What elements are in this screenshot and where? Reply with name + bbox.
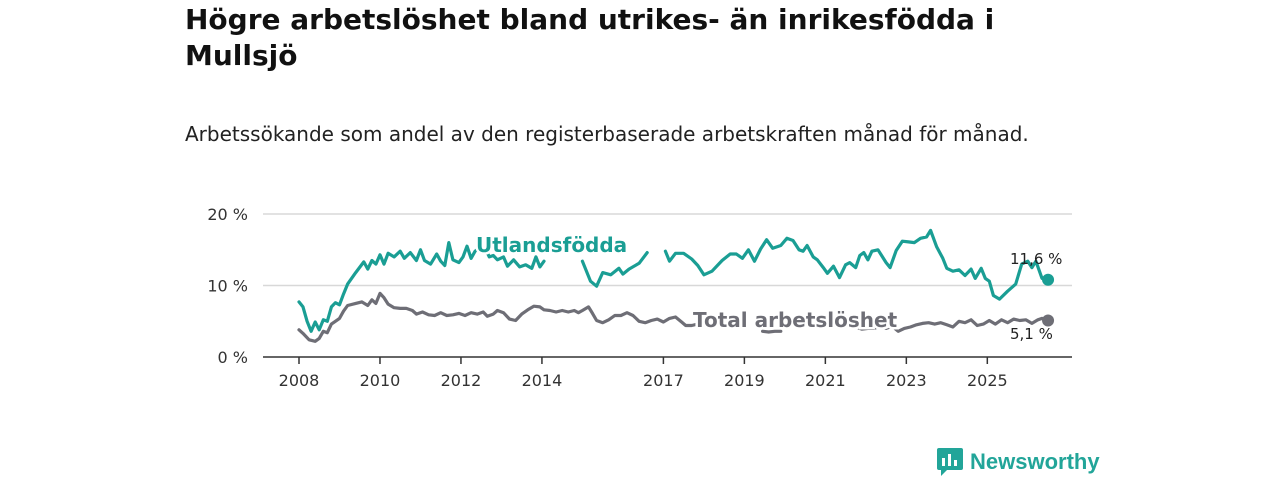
x-tick-label: 2017: [643, 371, 684, 390]
y-tick-label: 0 %: [218, 348, 248, 367]
series-line-total: [854, 316, 1050, 333]
series-line-utlandsfodda: [297, 241, 546, 333]
series-line-total: [761, 329, 783, 334]
series-line-utlandsfodda: [580, 251, 649, 288]
series-end-value-label: 11,6 %: [1010, 250, 1062, 268]
series-line-utlandsfodda: [663, 228, 1050, 301]
chart-subtitle: Arbetssökande som andel av den registerb…: [185, 122, 1029, 146]
series-name-label: Total arbetslöshet: [693, 308, 898, 332]
y-tick-label: 20 %: [207, 205, 248, 224]
x-tick-label: 2025: [967, 371, 1008, 390]
series-end-point: [1042, 314, 1055, 327]
brand-name: Newsworthy: [970, 449, 1100, 474]
series-name-label: Utlandsfödda: [476, 233, 627, 257]
x-tick-label: 2010: [360, 371, 401, 390]
x-tick-label: 2023: [886, 371, 927, 390]
x-tick-label: 2019: [724, 371, 765, 390]
newsworthy-logo-icon: [937, 448, 963, 476]
series-point-total: [736, 320, 741, 325]
x-tick-label: 2021: [805, 371, 846, 390]
x-tick-label: 2012: [441, 371, 482, 390]
x-tick-label: 2008: [279, 371, 320, 390]
x-tick-label: 2014: [522, 371, 563, 390]
brand-logo: Newsworthy: [937, 448, 1100, 476]
line-chart: 11,6 % 5,1 % Utlandsfödda Total arbetslöshe…: [207, 205, 1072, 390]
series-end-point: [1042, 273, 1055, 286]
y-tick-label: 10 %: [207, 277, 248, 296]
series-end-value-label: 5,1 %: [1010, 325, 1053, 343]
series-line-total: [297, 291, 728, 343]
chart-title: Högre arbetslöshet bland utrikes- än inr…: [185, 3, 995, 72]
series-line-utlandsfodda: [548, 243, 556, 252]
